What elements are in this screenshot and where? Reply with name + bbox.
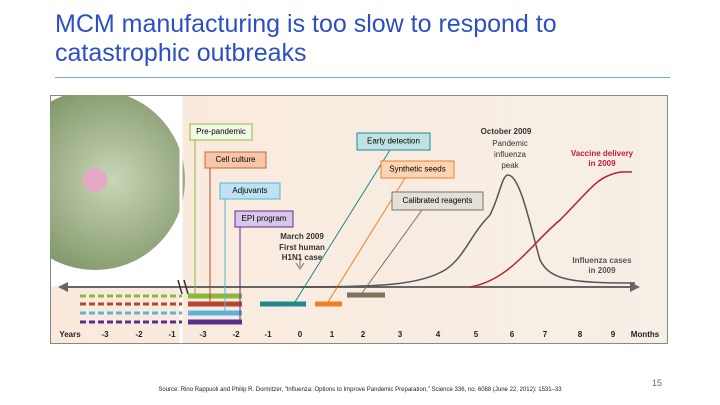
peak-label: influenza (494, 150, 527, 159)
label-box (219, 182, 281, 200)
case-label: First human (279, 243, 325, 252)
connectors (194, 140, 423, 320)
case-arrow (295, 255, 305, 270)
box-label: Synthetic seeds (389, 165, 445, 174)
figure: Pre-pandemic Cell culture Adjuvants EPI … (50, 95, 668, 344)
month-bars (188, 292, 385, 325)
peak-label: Pandemic (492, 139, 528, 148)
case-label: March 2009 (280, 232, 324, 241)
box-label: Early detection (367, 137, 420, 146)
axis-label: 9 (611, 330, 616, 339)
axis-label: 4 (436, 330, 441, 339)
box-label: Cell culture (215, 155, 256, 164)
virus-image (50, 95, 185, 270)
label-box (380, 160, 455, 179)
label-box (204, 151, 267, 169)
axis-label: -1 (264, 330, 272, 339)
axis-label: Years (59, 330, 81, 339)
axis-label: -3 (101, 330, 109, 339)
title-rule (55, 77, 670, 78)
box-label: EPI program (242, 214, 287, 223)
axis-label: -1 (168, 330, 176, 339)
axis-labels: Years -3 -2 -1 -3 -2 -1 0 1 2 3 4 5 6 7 8 9 Months (59, 330, 659, 339)
source-note: Source: Rino Rappuoli and Philip R. Dorm… (158, 387, 562, 393)
axis-break (177, 279, 189, 295)
label-box (189, 123, 253, 141)
label-box (356, 132, 431, 151)
axis-label: 6 (510, 330, 515, 339)
label-box (391, 191, 484, 211)
case-label: H1N1 case (282, 253, 323, 262)
box-label: Adjuvants (232, 186, 267, 195)
peak-label: peak (501, 161, 519, 170)
year-bars (80, 294, 182, 324)
axis-label: -2 (232, 330, 240, 339)
virus-highlight (83, 168, 107, 192)
axis-label: -3 (199, 330, 207, 339)
peak-label: October 2009 (481, 127, 532, 136)
axis-label: 0 (298, 330, 303, 339)
vaccine-label: in 2009 (588, 159, 616, 168)
axis-label: 5 (474, 330, 479, 339)
axis-label: -2 (135, 330, 143, 339)
page-number: 15 (652, 378, 663, 388)
axis-label: Months (631, 330, 660, 339)
box-label: Calibrated reagents (403, 196, 473, 205)
label-box (234, 210, 294, 228)
axis-arrow (58, 282, 68, 292)
axis-label: 1 (330, 330, 335, 339)
axis-label: 8 (578, 330, 583, 339)
box-label: Pre-pandemic (196, 127, 246, 136)
axis-label: 2 (361, 330, 366, 339)
slide-title: MCM manufacturing is too slow to respond… (55, 10, 557, 67)
axis-label: 3 (398, 330, 403, 339)
cases-label: Influenza cases (572, 256, 632, 265)
vaccine-label: Vaccine delivery (571, 149, 634, 158)
axis-arrow (630, 282, 640, 292)
axis-label: 7 (543, 330, 548, 339)
influenza-curve (299, 174, 636, 288)
vaccine-curve (469, 171, 633, 288)
cases-label: in 2009 (588, 266, 616, 275)
